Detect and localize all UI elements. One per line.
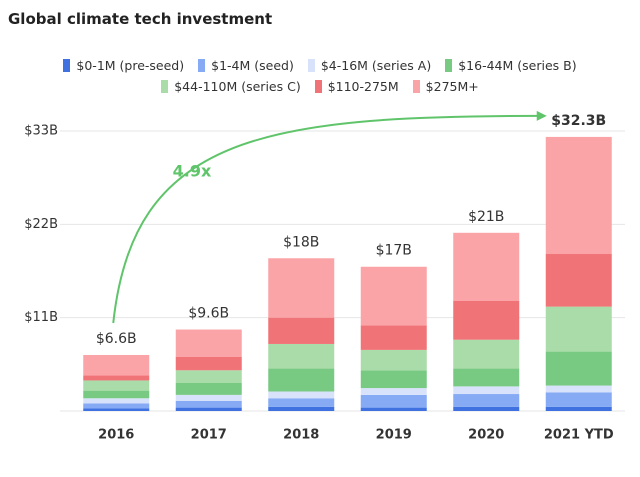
bar-segment <box>453 232 520 301</box>
bar-segment <box>83 375 150 381</box>
bar-segment <box>545 351 612 386</box>
bar-segment <box>545 254 612 307</box>
bar-segment <box>545 406 612 411</box>
x-tick-label: 2021 YTD <box>544 428 614 443</box>
bar-segment <box>453 394 520 407</box>
bar-segment <box>83 408 150 411</box>
bar-segment <box>453 386 520 395</box>
legend-label: $16-44M (series B) <box>458 58 577 73</box>
legend-label: $1-4M (seed) <box>211 58 294 73</box>
bar-segment <box>360 388 427 395</box>
bar-segment <box>360 266 427 326</box>
total-label: $21B <box>468 209 504 225</box>
arrow-head <box>536 110 547 121</box>
x-tick-label: 2019 <box>376 428 412 443</box>
y-tick-label: $33B <box>24 123 58 138</box>
bar-segment <box>175 329 242 357</box>
legend-label: $4-16M (series A) <box>320 58 432 73</box>
bar-segment <box>175 394 242 401</box>
growth-annotation: 4.9x <box>173 162 212 181</box>
bar-segment <box>453 300 520 340</box>
legend-swatch <box>445 59 453 72</box>
bar-segment <box>268 258 335 318</box>
legend-item: $44-110M (series C) <box>161 79 301 94</box>
legend-label: $110-275M <box>327 79 399 94</box>
bar-segment <box>175 400 242 408</box>
bar-segment <box>268 391 335 399</box>
legend-label: $275M+ <box>425 79 479 94</box>
total-label: $9.6B <box>188 306 229 322</box>
total-label: $17B <box>376 243 412 259</box>
total-label: $18B <box>283 234 319 250</box>
bar-segment <box>268 317 335 344</box>
bar-segment <box>453 368 520 387</box>
bar-segment <box>268 406 335 411</box>
bar-segment <box>360 325 427 350</box>
bar-segment <box>268 343 335 369</box>
legend: $0-1M (pre-seed) $1-4M (seed) $4-16M (seri… <box>40 58 600 94</box>
bar-segment <box>545 136 612 255</box>
x-tick-label: 2020 <box>468 428 504 443</box>
chart-title: Global climate tech investment <box>8 10 273 28</box>
bar-segment <box>83 380 150 391</box>
bar-segment <box>453 406 520 411</box>
legend-item: $110-275M <box>314 79 399 94</box>
legend-item: $275M+ <box>412 79 479 94</box>
x-tick-label: 2017 <box>191 428 227 443</box>
bar-segment <box>268 368 335 392</box>
legend-item: $0-1M (pre-seed) <box>63 58 184 73</box>
bar-segment <box>268 398 335 407</box>
bar-segment <box>83 390 150 399</box>
legend-swatch <box>307 59 315 72</box>
bar-segment <box>545 306 612 352</box>
legend-swatch <box>198 59 206 72</box>
legend-label: $0-1M (pre-seed) <box>76 58 185 73</box>
bar-segment <box>175 370 242 383</box>
y-tick-label: $11B <box>24 310 58 325</box>
total-label: $32.3B <box>551 113 606 129</box>
bar-segment <box>360 349 427 371</box>
legend-item: $4-16M (series A) <box>307 58 432 73</box>
bar-segment <box>175 356 242 371</box>
legend-swatch <box>63 59 71 72</box>
bar-segment <box>83 403 150 409</box>
x-tick-label: 2018 <box>283 428 319 443</box>
bar-segment <box>360 370 427 389</box>
total-label: $6.6B <box>96 331 137 347</box>
legend-item: $1-4M (seed) <box>198 58 294 73</box>
bar-segment <box>545 385 612 393</box>
legend-item: $16-44M (series B) <box>445 58 577 73</box>
x-tick-label: 2016 <box>98 428 134 443</box>
legend-swatch <box>314 80 322 93</box>
bar-segment <box>83 354 150 376</box>
bar-segment <box>175 407 242 411</box>
legend-swatch <box>412 80 420 93</box>
bar-segment <box>175 382 242 395</box>
bar-segment <box>453 339 520 369</box>
bar-segment <box>360 407 427 411</box>
y-tick-label: $22B <box>24 217 58 232</box>
legend-swatch <box>161 80 169 93</box>
bar-segment <box>545 392 612 407</box>
legend-label: $44-110M (series C) <box>174 79 301 94</box>
bar-segment <box>83 398 150 404</box>
growth-arrow <box>112 114 539 324</box>
bar-segment <box>360 394 427 408</box>
